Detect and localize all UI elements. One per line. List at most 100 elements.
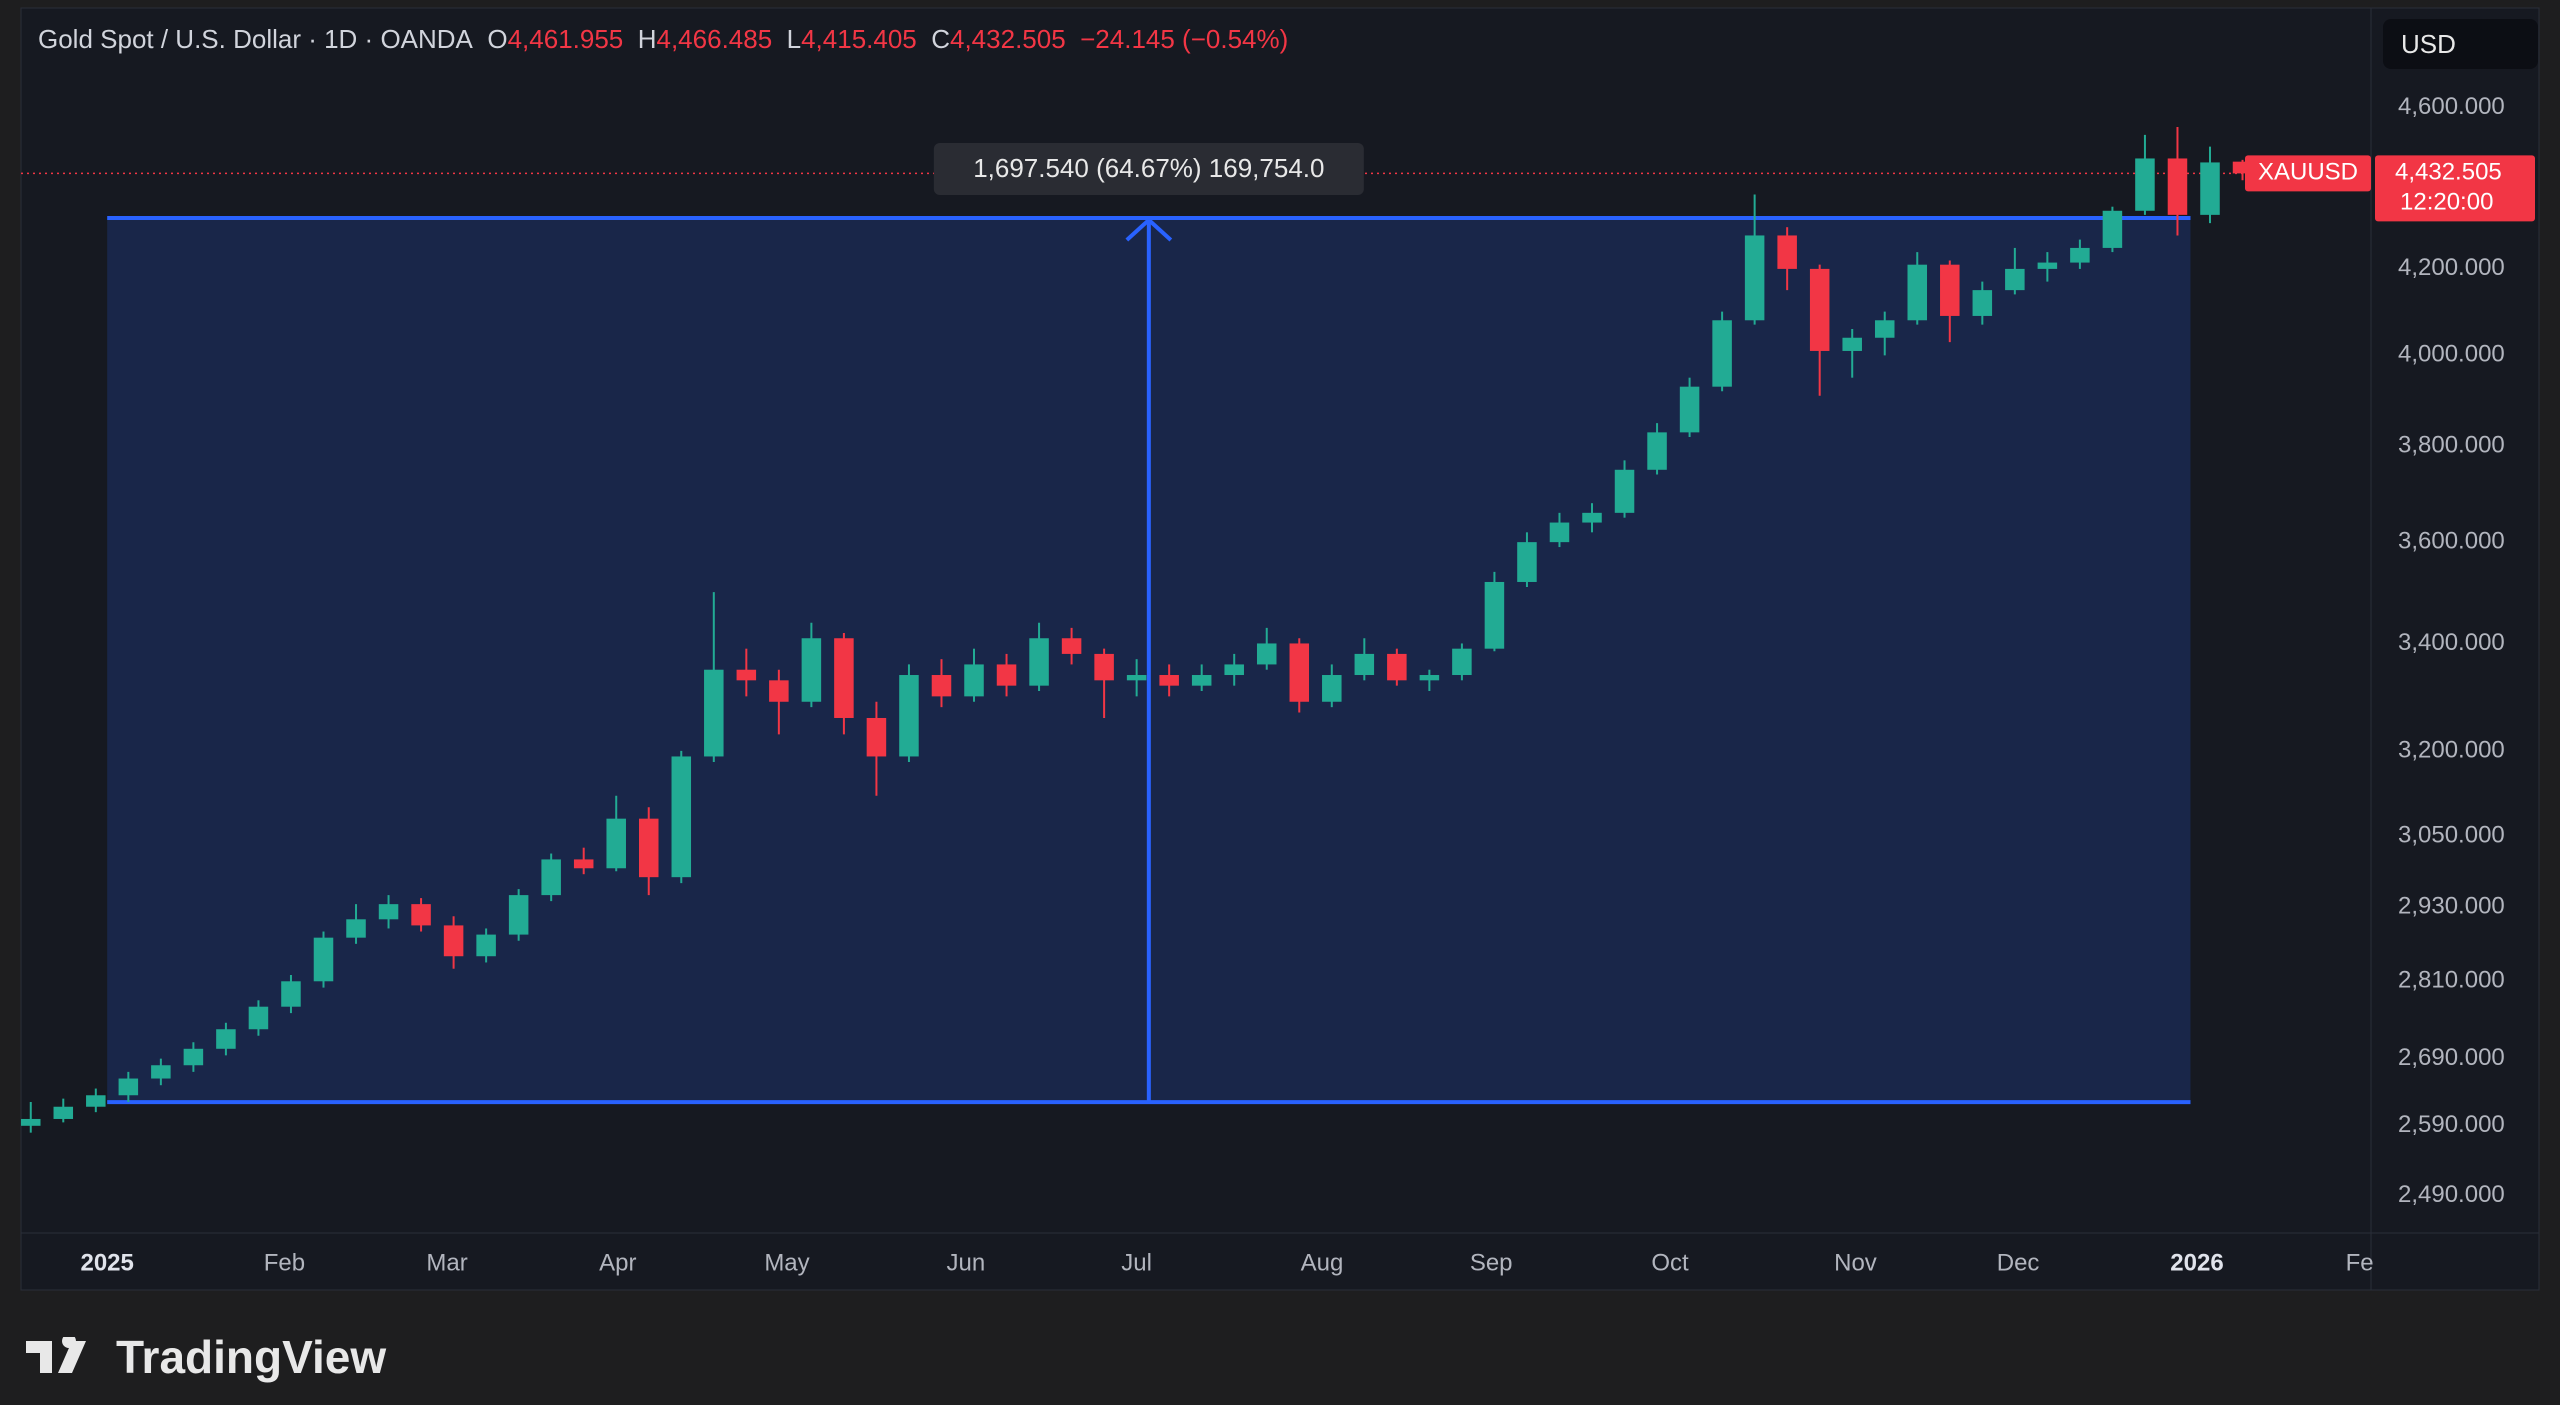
candle-body [1256, 643, 1277, 665]
logo-icon [26, 1337, 86, 1373]
candle-body [1159, 675, 1179, 686]
candle-body [2005, 268, 2025, 291]
candle-body [1777, 235, 1797, 269]
candle-body [801, 638, 822, 702]
y-tick-label: 2,590.000 [2398, 1111, 2505, 1138]
countdown: 12:20:00 [2400, 189, 2493, 216]
y-tick-label: 2,810.000 [2398, 967, 2505, 994]
candle-body [21, 1118, 41, 1126]
open-value: 4,461.955 [507, 24, 624, 54]
candle-body [248, 1006, 269, 1030]
candle-body [704, 669, 724, 757]
y-tick-label: 4,000.000 [2398, 341, 2505, 368]
candle-body [931, 675, 952, 697]
candle-body [1126, 675, 1147, 681]
candle-body [2167, 158, 2188, 215]
candle-body [899, 675, 919, 757]
candle-body [118, 1078, 139, 1096]
candle-body [1679, 386, 1700, 433]
candle-body [1972, 290, 1993, 316]
candle-body [2135, 158, 2155, 211]
high-value: 4,466.485 [656, 24, 773, 54]
candle-body [1582, 512, 1602, 523]
candle-body [2070, 247, 2090, 263]
x-tick-label: 2025 [80, 1249, 133, 1276]
candle-body [313, 937, 334, 982]
measure-label-box [933, 142, 1364, 195]
candle-body [476, 934, 496, 957]
axes: 2,490.000 2,590.000 2,690.000 2,810.000 2,93… [80, 93, 2535, 1276]
y-tick-label: 2,690.000 [2398, 1044, 2505, 1071]
candle-body [1452, 648, 1472, 676]
brand-name: TradingView [116, 1331, 387, 1383]
x-tick-label: Sep [1470, 1249, 1513, 1276]
candle-body [1842, 337, 1862, 351]
chart: 1,697.540 (64.67%) 169,754.0 2,490.000 2,… [20, 7, 2540, 1291]
candle-body [1224, 664, 1244, 676]
candle-body [834, 638, 854, 718]
x-tick-label: Mar [426, 1249, 467, 1276]
y-tick-label: 3,050.000 [2398, 821, 2505, 848]
brand-logo[interactable]: TradingView [26, 1330, 386, 1384]
candle-body [1907, 264, 1928, 321]
candle-body [1061, 638, 1082, 654]
open-label: O [487, 24, 508, 54]
candle-body [1647, 432, 1667, 470]
low-label: L [786, 24, 802, 54]
candle-body [2037, 262, 2058, 269]
candle-body [281, 981, 301, 1007]
candle-body [2102, 210, 2123, 248]
candle-body [1517, 542, 1537, 582]
candle-body [1940, 264, 1960, 316]
candle-body [573, 859, 594, 869]
candle-body [508, 895, 529, 935]
candle-body [86, 1095, 106, 1107]
y-tick-label: 3,400.000 [2398, 629, 2505, 656]
y-tick-label: 4,600.000 [2398, 93, 2505, 120]
x-tick-label: Jul [1121, 1249, 1152, 1276]
y-tick-label: 3,600.000 [2398, 527, 2505, 554]
x-tick-label: Oct [1651, 1249, 1689, 1276]
candle-body [1354, 653, 1375, 676]
candle-body [346, 919, 366, 938]
low-value: 4,415.405 [801, 24, 917, 54]
candle-body [1029, 638, 1049, 686]
change: −24.145 (−0.54%) [1080, 24, 1289, 54]
candle-body [1191, 675, 1212, 686]
candle-body [1484, 581, 1505, 649]
measure-label: 1,697.540 (64.67%) 169,754.0 [973, 153, 1324, 183]
candle-body [541, 859, 561, 896]
y-tick-label: 2,490.000 [2398, 1181, 2505, 1208]
close-value: 4,432.505 [950, 24, 1066, 54]
x-tick-label: Feb [264, 1249, 305, 1276]
candle-body [606, 818, 626, 869]
y-tick-label: 3,200.000 [2398, 736, 2505, 763]
x-tick-label: May [764, 1249, 809, 1276]
candle-body [1809, 268, 1830, 351]
x-tick-label: Aug [1301, 1249, 1344, 1276]
candle-body [769, 680, 789, 702]
candle-body [2232, 161, 2253, 174]
price-tag: 4,432.505 [2395, 159, 2502, 186]
candle-body [1744, 235, 1765, 321]
high-label: H [637, 24, 657, 54]
x-tick-label: Dec [1997, 1249, 2040, 1276]
currency-button[interactable]: USD [2383, 19, 2538, 69]
symbol-legend: Gold Spot / U.S. Dollar · 1D · OANDA O4,… [38, 24, 1288, 55]
measure-tool: 1,697.540 (64.67%) 169,754.0 [21, 142, 2371, 1105]
candle-body [1289, 643, 1310, 702]
y-tick-label: 3,800.000 [2398, 432, 2505, 459]
candle-body [2200, 162, 2220, 215]
candle-body [411, 904, 431, 926]
price-tag-bg [2375, 155, 2535, 222]
candle-body [183, 1048, 204, 1066]
candle-body [378, 904, 399, 920]
x-tick-label: 2026 [2170, 1249, 2223, 1276]
candle-body [53, 1106, 74, 1119]
x-tick-label: Apr [599, 1249, 636, 1276]
candle-body [151, 1065, 171, 1079]
candle-body [216, 1029, 236, 1049]
candle-body [996, 664, 1017, 686]
symbol-tag-bg [2245, 155, 2371, 192]
